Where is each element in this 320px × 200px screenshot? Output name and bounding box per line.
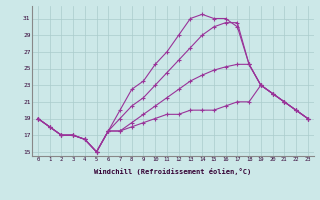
X-axis label: Windchill (Refroidissement éolien,°C): Windchill (Refroidissement éolien,°C) [94, 168, 252, 175]
